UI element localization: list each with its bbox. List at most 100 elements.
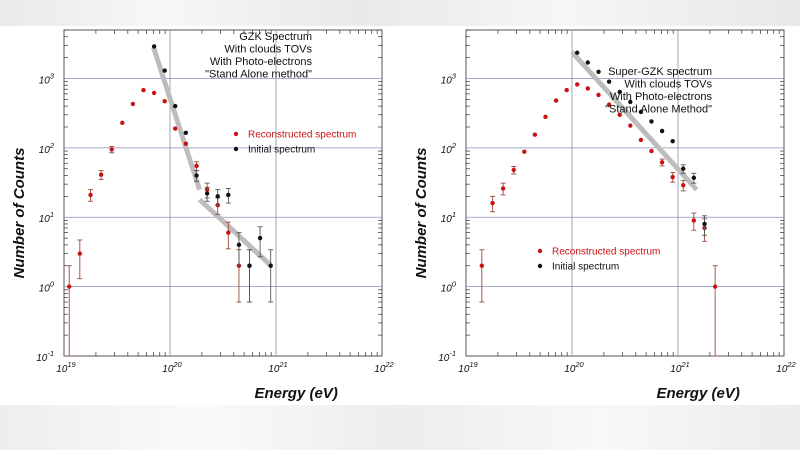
initial-point — [628, 99, 633, 105]
initial-point — [596, 69, 601, 74]
y-axis-title: Number of Counts — [413, 148, 430, 279]
chart-panel-2: 1019 1020 1021 1022 10-1 100 101 102 103 Number o… — [413, 29, 797, 402]
annotation-line: GZK Spectrum — [239, 31, 312, 43]
reconstructed-point — [596, 92, 601, 98]
reconstructed-point — [130, 101, 136, 107]
reconstructed-point — [670, 174, 675, 180]
reconstructed-point — [585, 86, 591, 91]
reconstructed-point — [511, 167, 516, 173]
reconstructed-point — [162, 99, 167, 104]
reconstructed-point — [606, 102, 612, 107]
initial-point — [575, 50, 580, 55]
reconstructed-point — [183, 141, 189, 146]
annotation-line: With Photo-electrons — [210, 56, 313, 68]
initial-point — [702, 221, 707, 227]
x-axis-title: Energy (eV) — [656, 385, 739, 402]
reconstructed-point — [490, 200, 495, 206]
reconstructed-point — [500, 186, 506, 191]
initial-point — [670, 138, 675, 144]
initial-point — [226, 192, 231, 198]
y-tick-label: 101 — [39, 210, 54, 225]
x-tick-label: 1021 — [670, 360, 689, 375]
reconstructed-point — [98, 172, 104, 177]
fit-line — [570, 50, 699, 192]
y-tick-label: 100 — [39, 280, 55, 295]
x-tick-label: 1019 — [56, 360, 76, 375]
y-axis-title: Number of Counts — [11, 148, 28, 279]
x-tick-label: 1022 — [776, 360, 796, 375]
y-tick-label: 10-1 — [36, 349, 54, 364]
annotation-line: Super-GZK spectrum — [608, 66, 712, 78]
plot-frame — [63, 29, 383, 357]
reconstructed-point — [120, 120, 125, 125]
legend-marker-reconstructed — [233, 131, 239, 137]
x-tick-label: 1022 — [374, 360, 394, 375]
reconstructed-point — [553, 98, 559, 103]
initial-point — [638, 109, 644, 115]
annotation-line: With clouds TOVs — [224, 44, 312, 56]
legend-marker-initial — [233, 146, 239, 152]
reconstructed-point — [649, 148, 654, 154]
initial-point — [151, 44, 157, 49]
initial-point — [173, 103, 178, 109]
blurred-bottom-band — [0, 405, 800, 450]
reconstructed-point — [109, 147, 114, 152]
reconstructed-point — [88, 192, 93, 198]
reconstructed-point — [691, 218, 697, 223]
initial-point — [236, 242, 242, 248]
initial-point — [183, 130, 189, 135]
reconstructed-point — [173, 126, 178, 131]
reconstructed-point — [522, 149, 527, 154]
reconstructed-point — [659, 160, 665, 165]
initial-point — [681, 166, 686, 171]
reconstructed-point — [77, 251, 83, 256]
y-tick-label: 10-1 — [438, 349, 456, 364]
initial-point — [268, 263, 273, 268]
y-tick-label: 100 — [441, 280, 457, 295]
annotation-line: "Stand Alone method" — [205, 69, 312, 81]
fit-line — [197, 197, 273, 268]
x-tick-label: 1019 — [458, 360, 478, 375]
y-tick-label: 103 — [39, 71, 55, 86]
fit-line — [151, 46, 202, 191]
reconstructed-point — [617, 112, 622, 117]
reconstructed-point — [575, 82, 580, 87]
initial-point — [204, 191, 210, 196]
reconstructed-point — [628, 123, 633, 128]
initial-point — [691, 175, 697, 181]
legend-label-reconstructed: Reconstructed spectrum — [552, 247, 660, 258]
reconstructed-point — [532, 132, 538, 137]
y-tick-label: 102 — [39, 141, 55, 156]
initial-point — [194, 173, 199, 178]
reconstructed-point — [638, 137, 644, 143]
initial-point — [247, 263, 252, 268]
reconstructed-point — [564, 87, 569, 93]
legend-label-reconstructed: Reconstructed spectrum — [248, 130, 356, 141]
annotation-line: With clouds TOVs — [624, 79, 712, 91]
x-tick-label: 1020 — [162, 360, 182, 375]
initial-point — [659, 128, 665, 134]
reconstructed-point — [226, 230, 231, 235]
y-tick-label: 102 — [441, 141, 457, 156]
reconstructed-point — [194, 163, 199, 169]
y-tick-label: 103 — [441, 71, 457, 86]
initial-point — [585, 60, 591, 65]
initial-point — [162, 68, 167, 73]
legend-marker-initial — [537, 263, 543, 269]
reconstructed-point — [681, 182, 686, 188]
annotation-line: "Stand Alone Method" — [605, 104, 712, 116]
reconstructed-point — [543, 114, 548, 120]
reconstructed-point — [141, 87, 146, 93]
legend-label-initial: Initial spectrum — [248, 145, 315, 156]
legend-marker-reconstructed — [537, 248, 543, 254]
initial-point — [649, 119, 654, 124]
y-tick-label: 101 — [441, 210, 456, 225]
reconstructed-point — [67, 284, 72, 289]
initial-point — [257, 235, 263, 241]
reconstructed-point — [712, 284, 718, 289]
initial-point — [606, 79, 612, 84]
plot-frame — [465, 29, 785, 357]
legend-label-initial: Initial spectrum — [552, 262, 619, 273]
